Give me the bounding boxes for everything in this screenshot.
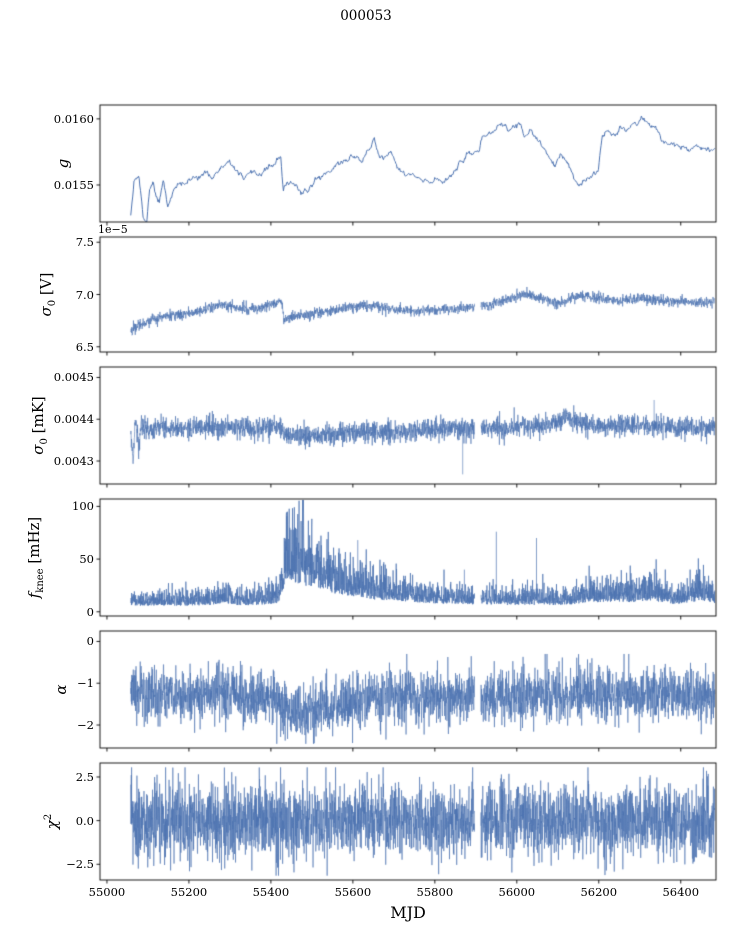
- x-axis-label: MJD: [390, 903, 426, 922]
